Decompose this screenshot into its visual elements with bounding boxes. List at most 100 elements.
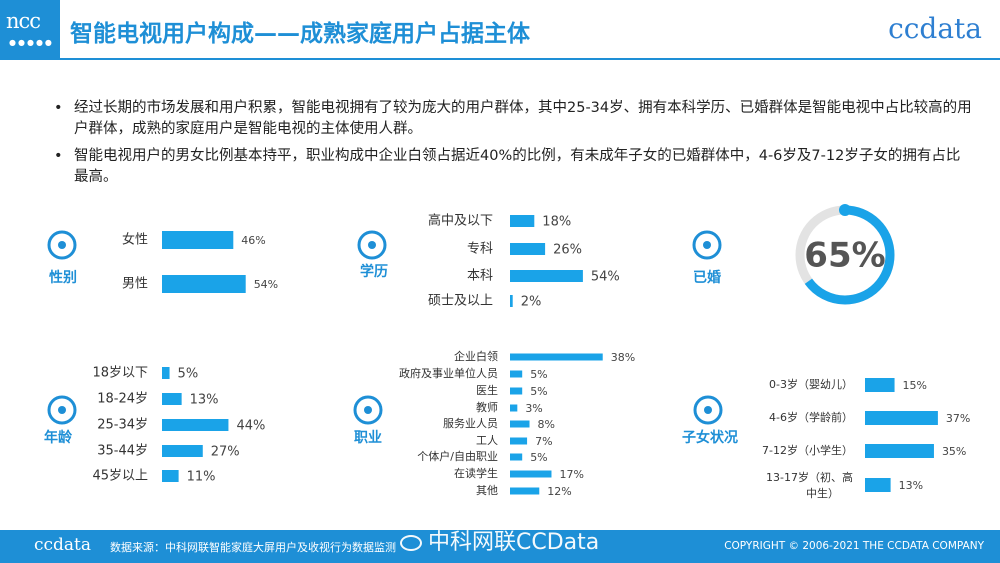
bullet-item: 经过长期的市场发展和用户积累，智能电视拥有了较为庞大的用户群体，其中25-34岁… xyxy=(52,98,972,140)
value-label: 38% xyxy=(611,351,635,364)
weibo-icon xyxy=(400,535,422,551)
bar xyxy=(865,444,934,458)
value-label: 44% xyxy=(236,419,265,434)
value-label: 7% xyxy=(535,435,552,448)
chart-title: 学历 xyxy=(360,263,388,280)
chart-title: 子女状况 xyxy=(682,429,738,446)
gender-icon xyxy=(47,230,77,260)
bar xyxy=(162,470,179,482)
category-label: 在读学生 xyxy=(454,466,498,480)
category-label: 4-6岁（学龄前） xyxy=(769,410,853,424)
value-label: 35% xyxy=(942,445,966,458)
watermark-text: 中科网联CCData xyxy=(428,530,600,555)
value-label: 54% xyxy=(591,270,620,285)
value-label: 8% xyxy=(538,418,555,431)
header: ncc ●●●●● 智能电视用户构成——成熟家庭用户占据主体 ccdata xyxy=(0,0,1000,58)
bar xyxy=(510,215,535,227)
bar xyxy=(510,487,540,495)
value-label: 46% xyxy=(241,234,265,247)
bar xyxy=(510,295,513,307)
category-label: 男性 xyxy=(122,277,148,292)
value-label: 27% xyxy=(211,445,240,460)
age-icon xyxy=(47,395,77,425)
bar xyxy=(510,370,523,378)
category-label: 45岁以上 xyxy=(92,469,148,484)
bar xyxy=(865,378,895,392)
category-label: 个体户/自由职业 xyxy=(417,449,498,463)
bar xyxy=(510,387,523,395)
chart-title: 已婚 xyxy=(693,269,721,286)
category-label: 13-17岁（初、高 xyxy=(766,470,853,484)
value-label: 5% xyxy=(530,385,547,398)
id-card-icon xyxy=(353,395,383,425)
chart-title: 年龄 xyxy=(44,429,73,446)
bar xyxy=(510,437,528,445)
category-label: 政府及事业单位人员 xyxy=(399,366,498,380)
ring-value-label: 65% xyxy=(804,236,885,276)
category-label: 7-12岁（小学生） xyxy=(762,443,853,457)
logo-dots: ●●●●● xyxy=(9,38,54,47)
copyright: COPYRIGHT © 2006-2021 THE CCDATA COMPANY xyxy=(724,540,984,552)
bar xyxy=(510,420,530,428)
bar xyxy=(162,445,203,457)
category-label: 专科 xyxy=(467,242,493,257)
stroller-icon xyxy=(693,395,723,425)
ccdata-brand: ccdata xyxy=(888,12,982,45)
bar xyxy=(510,470,552,478)
category-label: 35-44岁 xyxy=(97,444,148,459)
value-label: 2% xyxy=(521,295,542,310)
category-label: 企业白领 xyxy=(454,349,498,363)
page-title: 智能电视用户构成——成熟家庭用户占据主体 xyxy=(70,21,530,47)
value-label: 26% xyxy=(553,243,582,258)
category-label: 教师 xyxy=(476,401,498,414)
logo-text: ncc xyxy=(6,9,41,33)
ring-start-cap xyxy=(839,204,851,216)
category-label: 高中及以下 xyxy=(428,213,493,229)
summary-bullets: 经过长期的市场发展和用户积累，智能电视拥有了较为庞大的用户群体，其中25-34岁… xyxy=(52,98,972,194)
value-label: 11% xyxy=(187,470,216,485)
value-label: 5% xyxy=(530,451,547,464)
category-label: 女性 xyxy=(122,232,148,248)
bar xyxy=(510,404,518,412)
bar xyxy=(162,419,229,431)
value-label: 5% xyxy=(178,367,199,382)
ncc-logo: ncc ●●●●● xyxy=(0,0,60,58)
rings-icon xyxy=(692,230,722,260)
bar xyxy=(510,353,603,361)
category-label: 18岁以下 xyxy=(92,366,148,381)
category-label: 25-34岁 xyxy=(97,418,148,433)
weibo-watermark: 中科网联CCData xyxy=(400,524,599,556)
value-label: 13% xyxy=(899,479,923,492)
value-label: 15% xyxy=(903,379,927,392)
category-label: 18-24岁 xyxy=(97,392,148,407)
category-label: 工人 xyxy=(476,434,498,447)
category-label: 医生 xyxy=(476,383,498,397)
footer-brand: ccdata xyxy=(34,535,92,555)
footer: ccdata 数据来源：中科网联智能家庭大屏用户及收视行为数据监测 COPYRI… xyxy=(0,530,1000,563)
bar xyxy=(865,411,938,425)
value-label: 5% xyxy=(530,368,547,381)
bar xyxy=(162,367,170,379)
category-label: 本科 xyxy=(467,269,493,284)
chart-title: 性别 xyxy=(49,269,77,286)
bar xyxy=(162,231,234,249)
value-label: 37% xyxy=(946,412,970,425)
bar xyxy=(162,275,246,293)
education-icon xyxy=(357,230,387,260)
bar xyxy=(510,270,583,282)
category-label: 服务业人员 xyxy=(443,417,498,430)
chart-title: 职业 xyxy=(354,430,382,446)
bar xyxy=(162,393,182,405)
category-label: 中生） xyxy=(806,486,839,500)
category-label: 0-3岁（婴幼儿） xyxy=(769,377,853,391)
value-label: 18% xyxy=(542,215,571,230)
category-label: 其他 xyxy=(476,484,498,497)
data-source: 数据来源：中科网联智能家庭大屏用户及收视行为数据监测 xyxy=(110,541,396,554)
value-label: 3% xyxy=(525,402,542,415)
bar xyxy=(865,478,891,492)
charts-canvas: 性别 女性 46% 男性 54% 学历 高中及以下 18% 专科 26% 本科 54% 硕士及以上 2% 已… xyxy=(44,204,970,500)
value-label: 13% xyxy=(190,393,219,408)
value-label: 12% xyxy=(547,485,571,498)
category-label: 硕士及以上 xyxy=(428,294,493,309)
bar xyxy=(510,243,546,255)
